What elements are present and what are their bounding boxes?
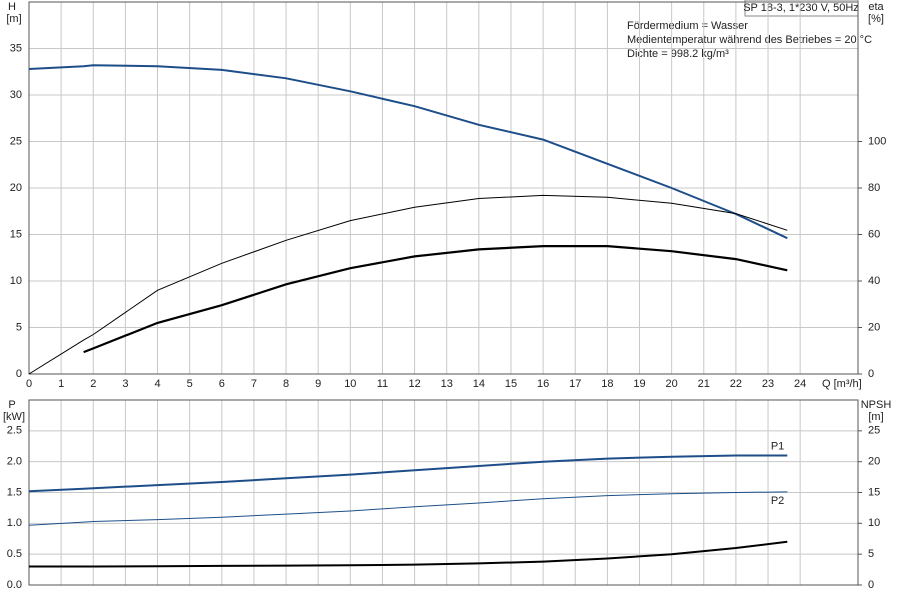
x-tick-label: 22 — [730, 378, 742, 390]
y-axis-unit: [kW] — [3, 411, 25, 423]
y-tick-label: 20 — [10, 182, 22, 194]
series-label: P2 — [771, 495, 784, 507]
y-tick-label: 15 — [10, 228, 22, 240]
y-tick-label: 10 — [10, 275, 22, 287]
x-tick-label: 14 — [473, 378, 485, 390]
x-tick-label: 3 — [122, 378, 128, 390]
y2-tick-label: 10 — [868, 517, 880, 529]
y2-tick-label: 100 — [868, 135, 886, 147]
y2-tick-label: 20 — [868, 321, 880, 333]
x-tick-label: 11 — [377, 378, 388, 390]
plot-frame — [28, 1, 859, 375]
x-tick-label: 16 — [537, 378, 549, 390]
x-tick-label: 6 — [219, 378, 225, 390]
x-tick-label: 17 — [569, 378, 581, 390]
x-tick-label: 8 — [283, 378, 289, 390]
x-tick-label: 10 — [344, 378, 356, 390]
x-tick-label: 5 — [187, 378, 193, 390]
x-tick-label: 0 — [26, 378, 32, 390]
x-tick-label: 15 — [505, 378, 517, 390]
y-axis-label: H — [8, 1, 16, 13]
x-axis-label: Q [m³/h] — [822, 378, 862, 390]
x-tick-label: 9 — [315, 378, 321, 390]
x-tick-label: 23 — [762, 378, 774, 390]
y-tick-label: 5 — [16, 321, 22, 333]
x-tick-label: 19 — [633, 378, 645, 390]
x-tick-label: 13 — [441, 378, 453, 390]
y-axis-unit: [m] — [6, 13, 21, 25]
y-tick-label: 25 — [10, 135, 22, 147]
y2-axis-label: NPSH — [861, 399, 892, 411]
y2-tick-label: 15 — [868, 486, 880, 498]
info-line: Fördermedium = Wasser — [627, 20, 748, 32]
x-tick-label: 7 — [251, 378, 257, 390]
y2-axis-unit: [%] — [868, 13, 884, 25]
y2-tick-label: 60 — [868, 228, 880, 240]
x-tick-label: 24 — [794, 378, 806, 390]
x-tick-label: 21 — [698, 378, 710, 390]
x-tick-label: 4 — [154, 378, 160, 390]
series-label: P1 — [771, 440, 784, 452]
y-tick-label: 2.0 — [7, 456, 22, 468]
y2-tick-label: 40 — [868, 275, 880, 287]
curve — [29, 540, 788, 568]
y-tick-label: 0.0 — [7, 579, 22, 591]
y-axis-label: P — [8, 399, 15, 411]
y-tick-label: 1.5 — [7, 486, 22, 498]
curve — [28, 454, 788, 493]
y2-tick-label: 0 — [868, 579, 874, 591]
y2-tick-label: 0 — [868, 368, 874, 380]
y-tick-label: 1.0 — [7, 517, 22, 529]
x-tick-label: 12 — [408, 378, 420, 390]
y-tick-label: 35 — [10, 42, 22, 54]
curve — [28, 64, 788, 240]
y2-tick-label: 25 — [868, 425, 880, 437]
info-line: Dichte = 998.2 kg/m³ — [627, 48, 729, 60]
pump-title: SP 18-3, 1*230 V, 50Hz — [743, 2, 859, 14]
y-tick-label: 30 — [10, 89, 22, 101]
curve — [28, 194, 788, 375]
info-line: Medientemperatur während des Betriebes =… — [627, 34, 872, 46]
x-tick-label: 20 — [666, 378, 678, 390]
x-tick-label: 2 — [90, 378, 96, 390]
y2-tick-label: 5 — [868, 548, 874, 560]
y-tick-label: 2.5 — [7, 425, 22, 437]
x-tick-label: 1 — [58, 378, 64, 390]
y2-axis-label: eta — [868, 1, 884, 13]
y2-tick-label: 80 — [868, 182, 880, 194]
y-tick-label: 0 — [16, 368, 22, 380]
y2-tick-label: 20 — [868, 456, 880, 468]
curve — [28, 491, 788, 526]
x-tick-label: 18 — [601, 378, 613, 390]
curve — [83, 245, 788, 354]
y-tick-label: 0.5 — [7, 548, 22, 560]
plot-frame — [28, 399, 859, 586]
y2-axis-unit: [m] — [868, 411, 883, 423]
